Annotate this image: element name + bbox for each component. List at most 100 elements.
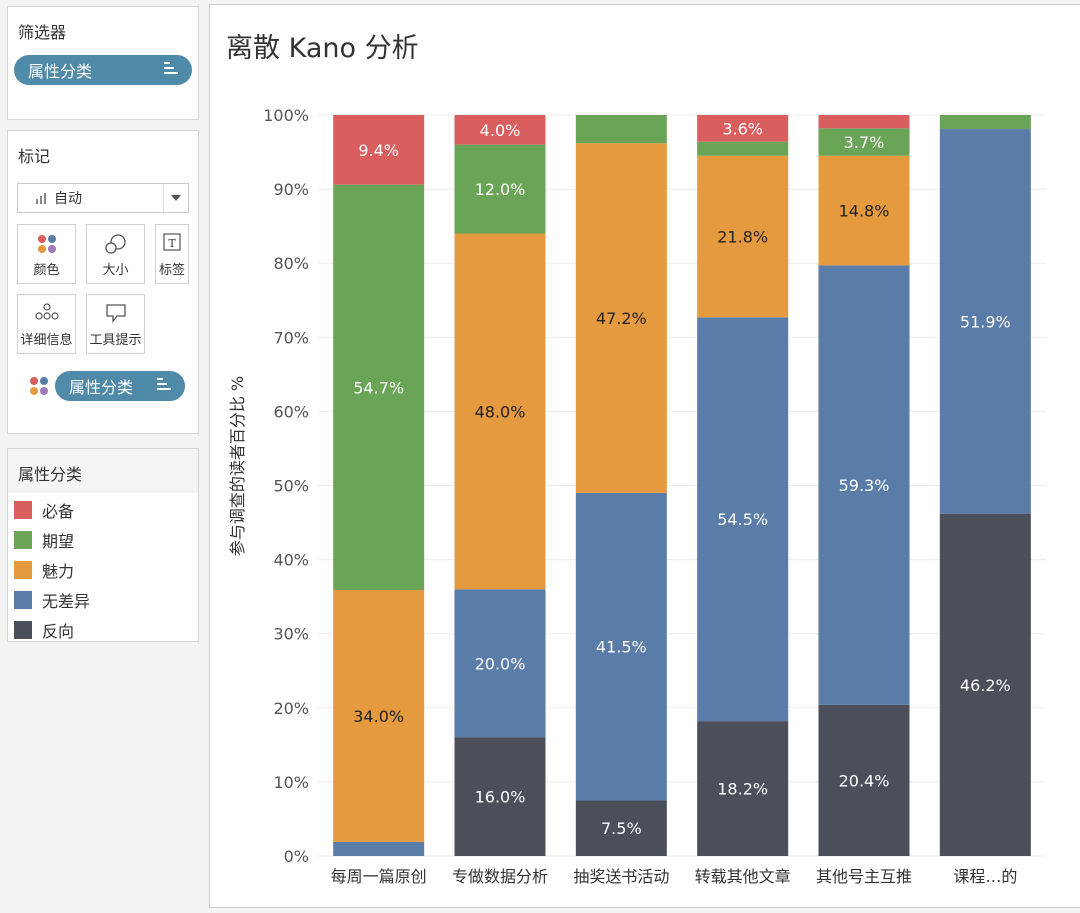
legend-item[interactable]: 必备 (14, 498, 74, 522)
legend-item[interactable]: 反向 (14, 618, 74, 642)
data-label: 47.2% (596, 309, 647, 328)
legend-label: 魅力 (42, 562, 75, 581)
legend-swatch (14, 621, 32, 639)
chart-title: 离散 Kano 分析 (226, 33, 419, 64)
y-tick-label: 70% (273, 328, 309, 347)
x-tick-label: 专做数据分析 (452, 867, 548, 886)
bar-segment (575, 115, 667, 144)
legend-item[interactable]: 期望 (14, 528, 74, 552)
x-tick-label: 其他号主互推 (816, 867, 912, 886)
marks-panel: 标记 自动 颜色 大小 T 标签 详细信息 工具提示 (7, 130, 199, 434)
bar-segment (697, 721, 789, 856)
data-label: 59.3% (839, 476, 890, 495)
mark-type-value: 自动 (54, 191, 82, 207)
legend-swatch (14, 591, 32, 609)
bar-segment (575, 143, 667, 493)
data-label: 48.0% (475, 402, 526, 421)
y-tick-label: 30% (273, 625, 309, 644)
label-button-label: 标签 (158, 263, 185, 278)
tooltip-button[interactable]: 工具提示 (86, 294, 145, 354)
data-label: 9.4% (358, 141, 399, 160)
data-label: 20.0% (475, 654, 526, 673)
color-encoding-icon (28, 375, 50, 401)
mark-type-select[interactable]: 自动 (17, 183, 189, 213)
color-pill-attribute[interactable]: 属性分类 (55, 371, 185, 401)
y-tick-label: 80% (273, 254, 309, 273)
y-tick-label: 90% (273, 180, 309, 199)
size-button[interactable]: 大小 (86, 224, 145, 284)
x-tick-label: 每周一篇原创 (331, 867, 427, 886)
marks-title: 标记 (18, 147, 51, 166)
detail-dots-icon (34, 303, 60, 325)
bar-segment (575, 492, 667, 801)
filter-pill-attribute[interactable]: 属性分类 (14, 55, 192, 85)
sort-icon (164, 62, 180, 76)
legend-title: 属性分类 (8, 449, 198, 493)
filters-title: 筛选器 (18, 23, 67, 42)
legend-item[interactable]: 魅力 (14, 558, 74, 582)
size-circles-icon (104, 233, 128, 259)
filter-pill-label: 属性分类 (28, 62, 93, 81)
bar-chart-icon (36, 192, 46, 204)
legend-item[interactable]: 无差异 (14, 588, 90, 612)
legend-panel: 属性分类 必备 期望 魅力 无差异 反向 (7, 448, 199, 642)
x-tick-label: 抽奖送书活动 (573, 867, 669, 886)
bar-segment (333, 841, 425, 856)
bar-segment (697, 115, 789, 142)
color-dots-icon (36, 233, 58, 259)
filters-panel: 筛选器 属性分类 (7, 6, 199, 120)
bar-segment (454, 144, 546, 234)
chevron-down-icon[interactable] (163, 184, 188, 212)
y-tick-label: 40% (273, 551, 309, 570)
data-label: 54.7% (353, 378, 404, 397)
legend-swatch (14, 531, 32, 549)
bar-segment (818, 155, 910, 266)
bar-segment (818, 704, 910, 856)
legend-swatch (14, 561, 32, 579)
sort-icon (157, 378, 173, 392)
detail-button[interactable]: 详细信息 (17, 294, 76, 354)
legend-label: 期望 (42, 532, 75, 551)
bar-segment (697, 141, 789, 156)
bar-segment (939, 115, 1031, 130)
legend-label: 反向 (42, 622, 75, 641)
bar-segment (818, 265, 910, 705)
text-label-icon: T (163, 233, 181, 255)
data-label: 14.8% (839, 202, 890, 221)
bar-segment (818, 115, 910, 129)
y-tick-label: 20% (273, 699, 309, 718)
data-label: 3.6% (722, 119, 763, 138)
legend-swatch (14, 501, 32, 519)
bar-segment (454, 115, 546, 145)
y-tick-label: 50% (273, 477, 309, 496)
y-tick-label: 0% (284, 847, 309, 866)
data-label: 54.5% (717, 510, 768, 529)
bar-segment (697, 317, 789, 722)
data-label: 16.0% (475, 788, 526, 807)
data-label: 34.0% (353, 707, 404, 726)
data-label: 21.8% (717, 228, 768, 247)
bar-segment (939, 129, 1031, 514)
data-label: 41.5% (596, 638, 647, 657)
y-axis-label: 参与调查的读者百分比 % (228, 376, 247, 556)
color-button[interactable]: 颜色 (17, 224, 76, 284)
x-tick-label: 转载其他文章 (695, 867, 791, 886)
data-label: 7.5% (601, 819, 642, 838)
size-button-label: 大小 (102, 263, 129, 278)
data-label: 20.4% (839, 771, 890, 790)
color-pill-label: 属性分类 (69, 378, 134, 397)
bar-segment (454, 737, 546, 856)
color-button-label: 颜色 (33, 263, 60, 278)
bar-segment (454, 589, 546, 738)
tooltip-button-label: 工具提示 (89, 333, 142, 348)
bar-segment (333, 589, 425, 842)
y-tick-label: 10% (273, 773, 309, 792)
bar-segment (818, 128, 910, 156)
bar-segment (575, 800, 667, 856)
label-button[interactable]: T 标签 (155, 224, 189, 284)
bar-segment (333, 184, 425, 590)
bar-segment (333, 115, 425, 185)
data-label: 12.0% (475, 180, 526, 199)
bar-segment (939, 513, 1031, 856)
svg-text:T: T (168, 237, 176, 250)
